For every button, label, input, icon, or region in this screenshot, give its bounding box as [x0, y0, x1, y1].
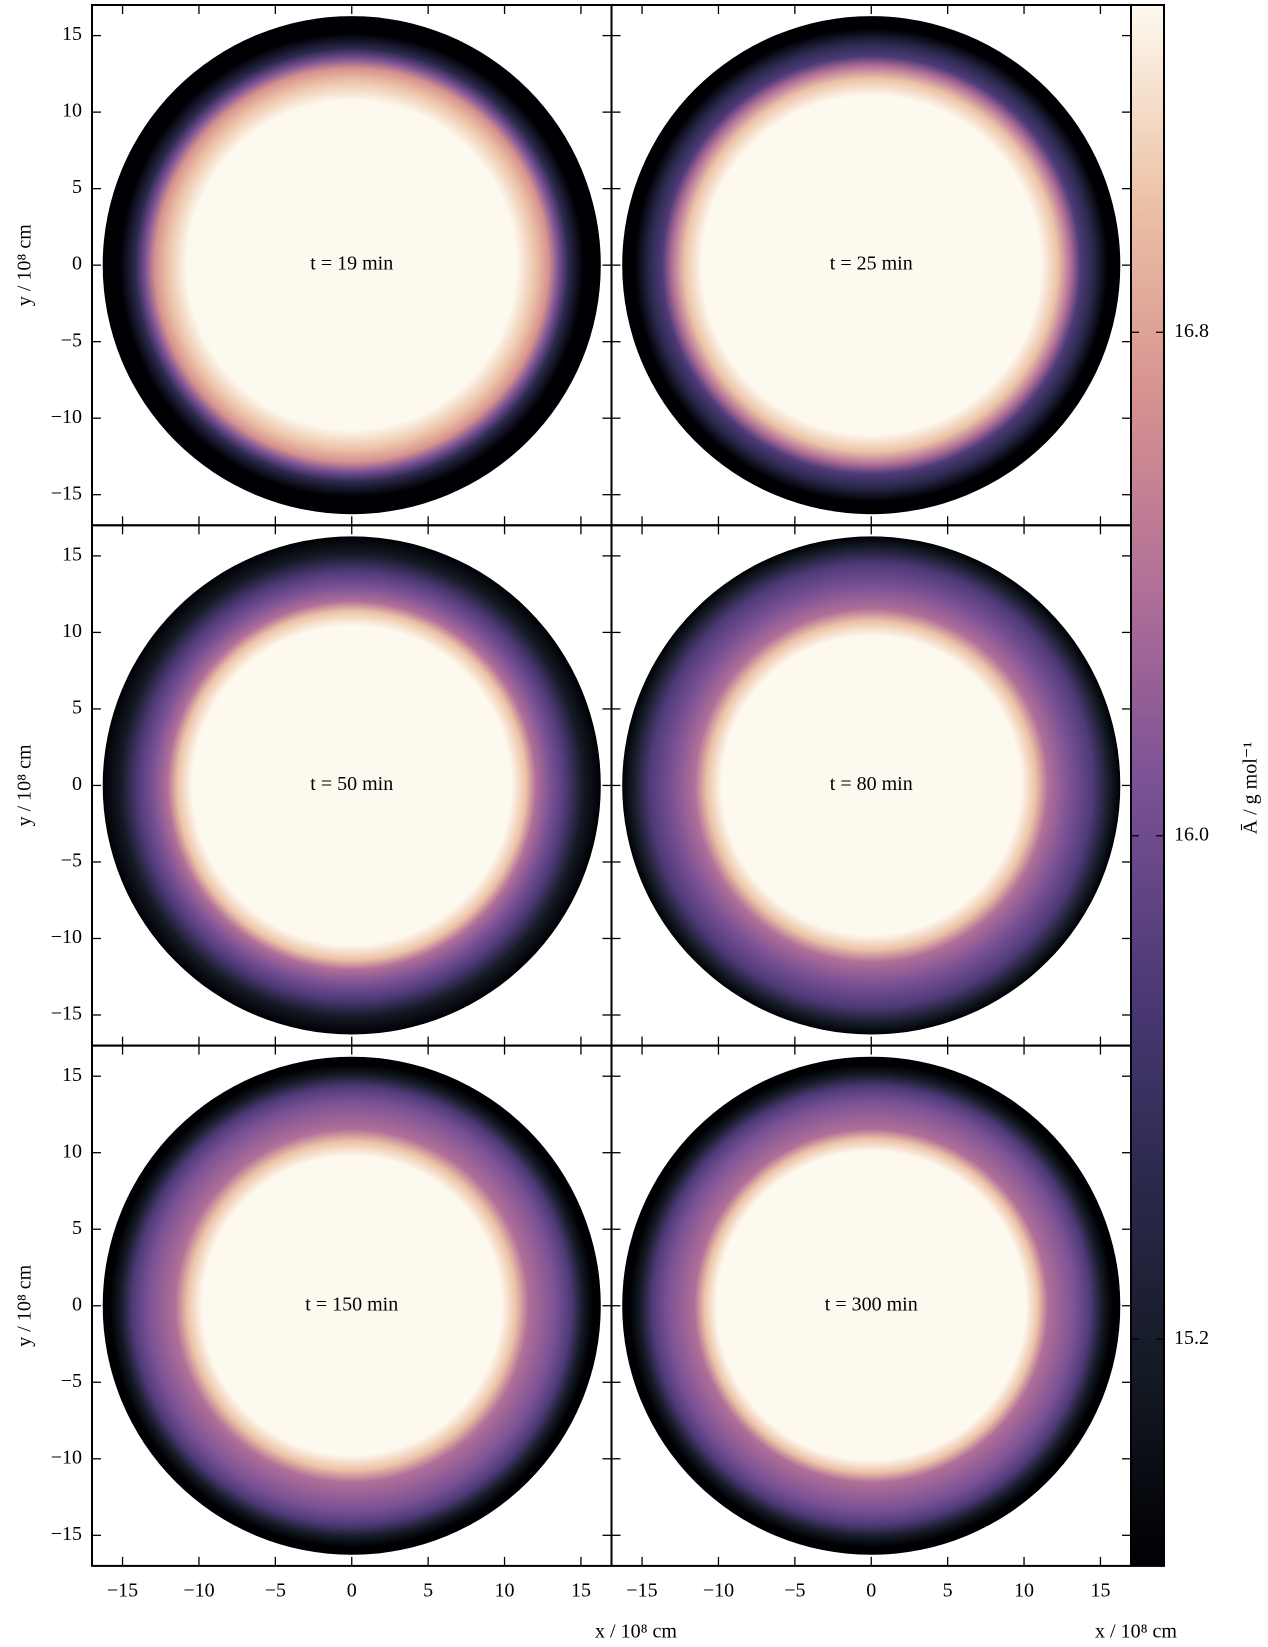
disk-image: [102, 536, 601, 1035]
x-axis-label: x / 10⁸ cm: [1095, 1621, 1177, 1643]
x-tick-label: −5: [265, 1579, 286, 1601]
y-tick-label: 5: [72, 176, 82, 198]
x-tick-label: 0: [866, 1579, 876, 1601]
y-tick-label: 10: [62, 1140, 82, 1162]
x-tick-label: 5: [943, 1579, 953, 1601]
y-tick-label: 15: [62, 1064, 82, 1086]
y-tick-label: −10: [51, 1446, 82, 1468]
y-tick-label: 0: [72, 773, 82, 795]
disk-image: [622, 16, 1121, 515]
y-tick-label: −15: [51, 1003, 82, 1025]
panel-annotation: t = 25 min: [830, 253, 913, 275]
panel-annotation: t = 19 min: [310, 253, 393, 275]
x-tick-label: 10: [495, 1579, 515, 1601]
y-tick-label: −15: [51, 1523, 82, 1545]
panel: t = 150 min −15 −10 −5 0 5 10 15 −15 −10 −5 0 5 10 15 y…: [14, 1044, 613, 1601]
y-tick-label: 15: [62, 23, 82, 45]
colorbar: [1131, 5, 1164, 1566]
y-tick-label: −5: [61, 850, 82, 872]
panel: t = 25 min: [610, 4, 1132, 527]
y-tick-label: −10: [51, 926, 82, 948]
disk-image: [622, 536, 1121, 1035]
y-tick-label: 0: [72, 253, 82, 275]
panel-annotation: t = 300 min: [825, 1293, 918, 1315]
y-axis-label: y / 10⁸ cm: [14, 744, 36, 826]
x-tick-label: 10: [1014, 1579, 1034, 1601]
panel-annotation: t = 150 min: [305, 1293, 398, 1315]
y-tick-label: −15: [51, 482, 82, 504]
x-tick-label: −5: [784, 1579, 805, 1601]
y-tick-label: 5: [72, 697, 82, 719]
y-tick-label: 10: [62, 620, 82, 642]
x-tick-label: −15: [626, 1579, 657, 1601]
y-tick-label: 0: [72, 1293, 82, 1315]
y-tick-label: −5: [61, 329, 82, 351]
x-tick-label: −10: [183, 1579, 214, 1601]
y-tick-label: −5: [61, 1370, 82, 1392]
panel-annotation: t = 50 min: [310, 773, 393, 795]
colorbar-label: Ā / g mol⁻¹: [1240, 742, 1262, 835]
panel: t = 19 min −15 −10 −5 0 5 10 15 y / 10⁸ cm: [14, 4, 613, 527]
panel: t = 300 min −15 −10 −5 0 5 10 15: [610, 1044, 1132, 1601]
colorbar-frame: [1130, 4, 1165, 1567]
colorbar-tick-label: 16.8: [1174, 320, 1209, 342]
panel: t = 80 min: [610, 524, 1132, 1047]
colorbar-tick-label: 16.0: [1174, 823, 1209, 845]
x-tick-label: 15: [1090, 1579, 1110, 1601]
x-tick-label: 0: [347, 1579, 357, 1601]
x-tick-label: −10: [703, 1579, 734, 1601]
x-tick-label: 15: [571, 1579, 591, 1601]
colorbar-tick-label: 15.2: [1174, 1327, 1209, 1349]
y-tick-label: 5: [72, 1217, 82, 1239]
y-axis-label: y / 10⁸ cm: [14, 224, 36, 306]
x-axis-label: x / 10⁸ cm: [595, 1621, 677, 1643]
panel: t = 50 min −15 −10 −5 0 5 10 15 y / 10⁸ cm: [14, 524, 613, 1047]
y-tick-label: 15: [62, 543, 82, 565]
x-tick-label: −15: [107, 1579, 138, 1601]
panel-annotation: t = 80 min: [830, 773, 913, 795]
disk-image: [102, 1056, 601, 1555]
x-tick-label: 5: [423, 1579, 433, 1601]
y-tick-label: −10: [51, 406, 82, 428]
disk-image: [102, 16, 601, 515]
y-tick-label: 10: [62, 100, 82, 122]
disk-image: [622, 1056, 1121, 1555]
y-axis-label: y / 10⁸ cm: [14, 1264, 36, 1346]
